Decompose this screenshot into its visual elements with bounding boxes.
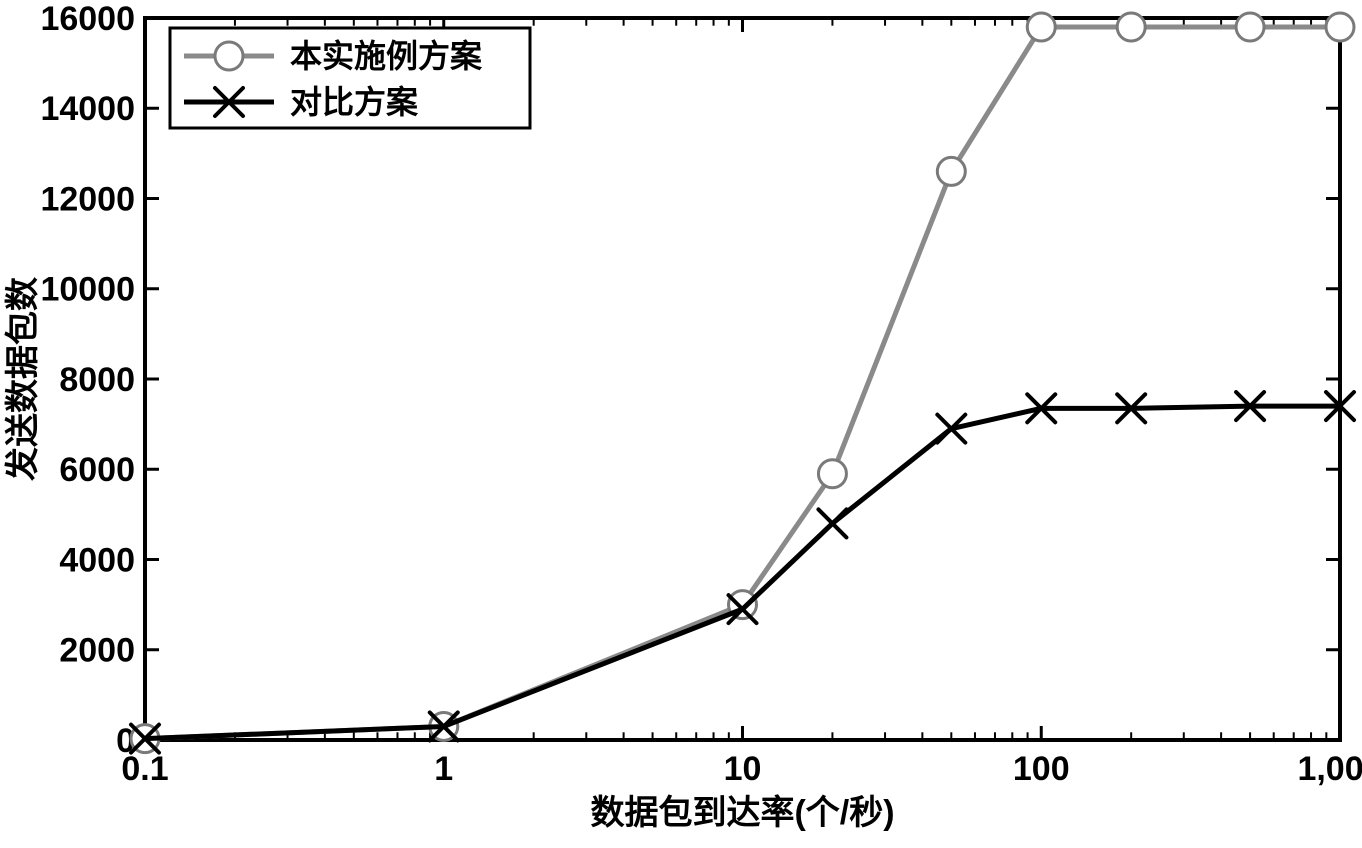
y-axis-label: 发送数据包数 [4, 277, 42, 481]
x-tick-label: 10 [724, 750, 762, 788]
y-tick-label: 14000 [40, 90, 135, 128]
y-tick-label: 12000 [40, 180, 135, 218]
y-tick-label: 2000 [59, 632, 135, 670]
marker-circle-icon [1027, 13, 1055, 41]
x-axis-label: 数据包到达率(个/秒) [590, 794, 894, 832]
marker-circle-icon [1117, 13, 1145, 41]
marker-circle-icon [1236, 13, 1264, 41]
y-tick-label: 10000 [40, 271, 135, 309]
x-tick-label: 1 [434, 750, 453, 788]
series-line-series1 [145, 27, 1340, 739]
y-tick-label: 4000 [59, 541, 135, 579]
legend-item-label: 本实施例方案 [290, 38, 483, 74]
x-tick-label: 100 [1013, 750, 1070, 788]
marker-circle-icon [818, 460, 846, 488]
series-line-series2 [145, 406, 1340, 739]
chart-svg: 0.11101001,00002000400060008000100001200… [0, 0, 1362, 848]
y-tick-label: 6000 [59, 451, 135, 489]
marker-circle-icon [937, 157, 965, 185]
marker-circle-icon [1326, 13, 1354, 41]
marker-circle-icon [215, 42, 243, 70]
line-chart: 0.11101001,00002000400060008000100001200… [0, 0, 1362, 848]
legend-item-label: 对比方案 [290, 84, 419, 120]
x-tick-label: 1,000 [1297, 750, 1362, 788]
y-tick-label: 16000 [40, 0, 135, 38]
y-tick-label: 8000 [59, 361, 135, 399]
